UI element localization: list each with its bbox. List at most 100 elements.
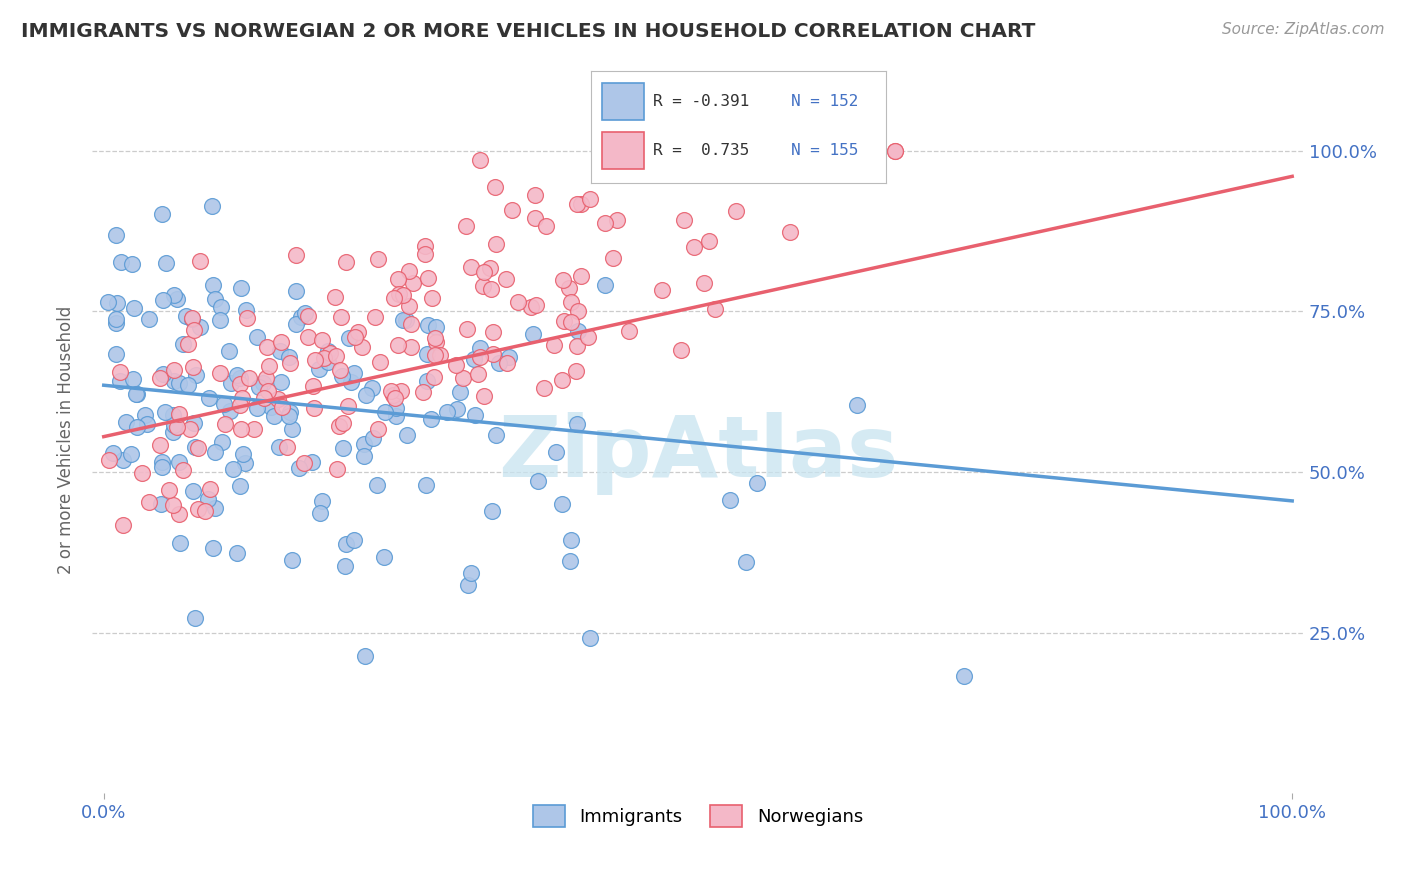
Point xyxy=(226,545,249,559)
Point xyxy=(314,351,336,366)
Point xyxy=(425,334,447,349)
Point xyxy=(344,330,367,344)
Text: Source: ZipAtlas.com: Source: ZipAtlas.com xyxy=(1222,22,1385,37)
Point xyxy=(323,290,346,304)
Point xyxy=(325,349,347,363)
Point xyxy=(460,260,482,275)
Point xyxy=(246,401,269,415)
Point xyxy=(183,324,205,338)
Point xyxy=(184,441,207,455)
Point xyxy=(125,386,148,401)
Point xyxy=(560,295,582,310)
Point xyxy=(138,311,160,326)
Point xyxy=(105,312,128,326)
Point xyxy=(399,317,422,331)
Point xyxy=(846,398,869,412)
Point xyxy=(565,364,588,378)
Point xyxy=(606,212,628,227)
Point xyxy=(105,295,128,310)
Point xyxy=(384,391,406,405)
Point xyxy=(953,669,976,683)
Point xyxy=(339,375,361,389)
Point xyxy=(166,419,188,434)
Point xyxy=(451,371,474,385)
Point xyxy=(429,348,451,362)
Point xyxy=(399,340,422,354)
Point xyxy=(579,631,602,645)
Point xyxy=(204,445,226,459)
Point xyxy=(382,291,405,305)
Point xyxy=(263,409,285,423)
Point xyxy=(352,340,374,354)
Point xyxy=(138,495,160,509)
Point xyxy=(247,380,270,394)
Point xyxy=(534,219,557,234)
Point xyxy=(236,310,259,325)
Point xyxy=(423,331,446,345)
Point xyxy=(374,404,396,418)
Point xyxy=(385,409,408,424)
Point xyxy=(172,336,194,351)
Point xyxy=(225,368,247,382)
Point xyxy=(460,566,482,580)
Point xyxy=(276,440,298,454)
Point xyxy=(330,369,353,384)
Point xyxy=(702,144,724,158)
Point xyxy=(353,437,375,451)
Point xyxy=(149,371,172,385)
Point xyxy=(108,374,131,388)
Point xyxy=(354,649,377,664)
Point xyxy=(270,375,292,389)
Point xyxy=(551,273,574,287)
Point xyxy=(356,388,378,402)
Point xyxy=(242,422,264,436)
Point xyxy=(294,306,316,320)
Point xyxy=(420,291,443,305)
Point xyxy=(567,324,589,338)
Point xyxy=(222,461,245,475)
Point xyxy=(343,367,366,381)
Point xyxy=(347,325,370,339)
Point xyxy=(524,211,547,225)
Point xyxy=(228,376,250,391)
Point xyxy=(200,198,222,212)
Point xyxy=(271,401,294,415)
Point xyxy=(416,318,439,332)
Point xyxy=(304,352,326,367)
Point xyxy=(111,453,134,467)
Point xyxy=(110,254,132,268)
Point xyxy=(219,404,242,418)
Point xyxy=(481,504,503,518)
Point xyxy=(446,402,468,417)
Point xyxy=(150,460,173,475)
Point xyxy=(135,417,157,431)
Point xyxy=(565,197,588,211)
Point xyxy=(398,263,420,277)
Point xyxy=(718,493,741,508)
Point xyxy=(385,401,408,416)
Point xyxy=(498,350,520,364)
Point xyxy=(290,310,312,325)
Point xyxy=(278,350,301,364)
Point xyxy=(553,314,575,328)
Point xyxy=(308,361,330,376)
Point xyxy=(485,427,508,442)
Point xyxy=(131,466,153,480)
Point xyxy=(454,219,477,233)
Point xyxy=(280,356,302,370)
Point xyxy=(672,213,695,227)
Point xyxy=(669,343,692,358)
Point xyxy=(269,343,291,358)
Point xyxy=(256,341,278,355)
Point xyxy=(269,440,291,454)
Point xyxy=(337,400,360,414)
Point xyxy=(180,312,202,326)
Point xyxy=(396,427,419,442)
Point xyxy=(329,310,352,325)
Point xyxy=(420,412,443,426)
Point xyxy=(523,187,546,202)
Point xyxy=(120,447,142,461)
Point xyxy=(181,360,204,375)
Point xyxy=(186,441,208,455)
Point xyxy=(569,268,592,283)
